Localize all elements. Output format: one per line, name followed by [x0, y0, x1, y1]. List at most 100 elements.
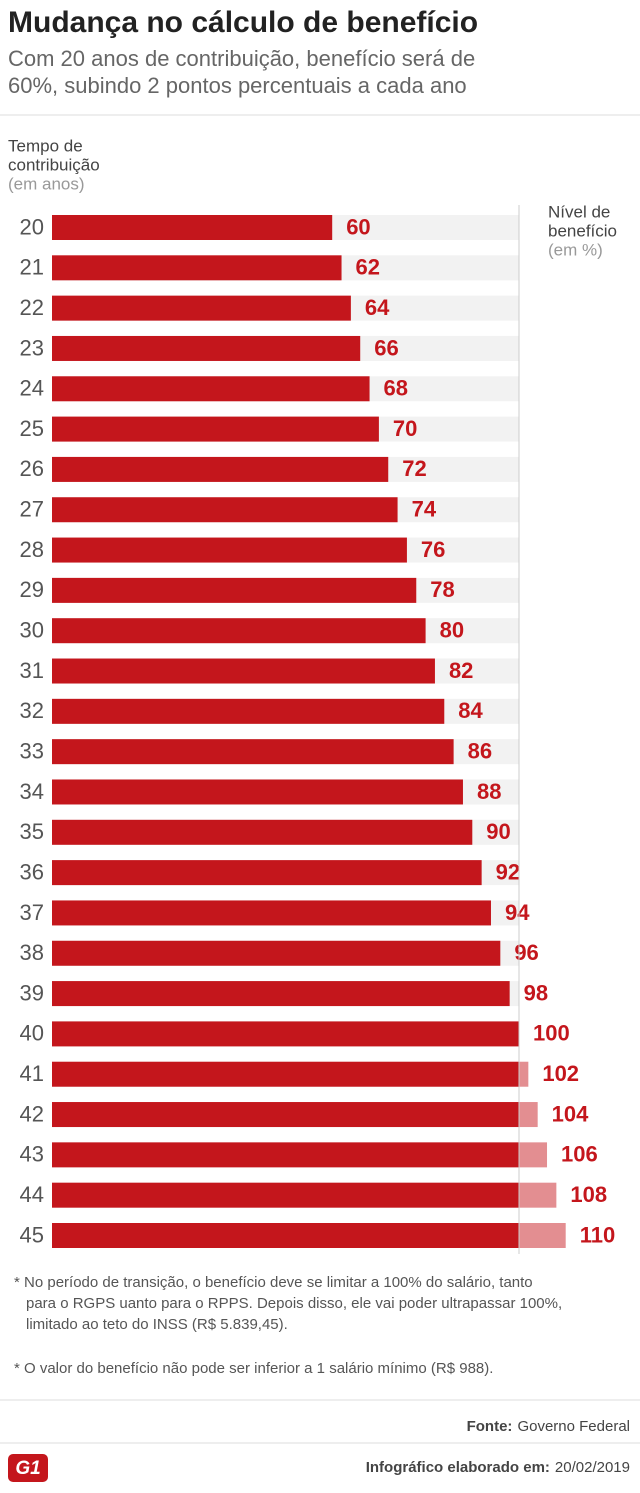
value-label: 66: [374, 335, 398, 360]
value-label: 90: [486, 819, 510, 844]
bar: [52, 1061, 519, 1087]
value-label: 74: [412, 497, 437, 522]
y-tick-label: 39: [20, 980, 44, 1005]
bar: [52, 456, 389, 482]
x-axis-unit: (em %): [548, 240, 603, 259]
bar: [52, 416, 379, 442]
y-axis-unit: (em anos): [8, 174, 85, 193]
bar: [52, 376, 370, 402]
value-label: 98: [524, 980, 548, 1005]
bar: [52, 698, 445, 724]
y-tick-label: 33: [20, 738, 44, 763]
value-label: 94: [505, 900, 530, 925]
value-label: 96: [514, 940, 538, 965]
credit-label: Infográfico elaborado em:: [366, 1459, 550, 1476]
source-label: Fonte:: [467, 1418, 513, 1435]
bar: [52, 577, 417, 603]
notes: * No período de transição, o benefício d…: [14, 1274, 562, 1377]
logo-box: [8, 1454, 48, 1482]
y-tick-label: 41: [20, 1061, 44, 1086]
y-tick-label: 30: [20, 618, 44, 643]
y-tick-label: 40: [20, 1021, 44, 1046]
value-label: 78: [430, 577, 454, 602]
y-tick-label: 22: [20, 295, 44, 320]
y-tick-label: 29: [20, 577, 44, 602]
chart-title: Mudança no cálculo de benefício: [8, 6, 478, 39]
value-label: 88: [477, 779, 501, 804]
value-label: 82: [449, 658, 473, 683]
bar: [52, 255, 342, 281]
bar: [52, 1182, 519, 1208]
y-axis-label: Tempo de: [8, 136, 83, 155]
value-label: 100: [533, 1021, 570, 1046]
bar: [52, 1223, 519, 1248]
y-tick-label: 34: [20, 779, 44, 804]
bar: [52, 215, 333, 240]
footnote: limitado ao teto do INSS (R$ 5.839,45).: [26, 1316, 288, 1333]
value-label: 92: [496, 859, 520, 884]
bar: [52, 537, 407, 563]
bar: [52, 940, 501, 966]
value-label: 106: [561, 1142, 598, 1167]
y-tick-label: 37: [20, 900, 44, 925]
bar-overflow: [519, 1061, 529, 1087]
y-tick-label: 23: [20, 335, 44, 360]
value-label: 64: [365, 295, 390, 320]
value-label: 86: [468, 738, 492, 763]
bar: [52, 860, 482, 886]
bar-overflow: [519, 1182, 557, 1208]
credit-date: 20/02/2019: [555, 1459, 630, 1476]
bar: [52, 1142, 519, 1168]
y-tick-label: 20: [20, 214, 44, 239]
y-tick-label: 24: [20, 376, 44, 401]
footnote: * No período de transição, o benefício d…: [14, 1274, 533, 1291]
bar: [52, 618, 426, 644]
value-label: 72: [402, 456, 426, 481]
source: Governo Federal: [517, 1418, 630, 1435]
value-label: 104: [552, 1101, 589, 1126]
value-label: 80: [440, 618, 464, 643]
y-tick-label: 43: [20, 1142, 44, 1167]
subtitle: Com 20 anos de contribuição, benefício s…: [8, 46, 475, 71]
y-tick-label: 44: [20, 1182, 44, 1207]
footnote: para o RGPS uanto para o RPPS. Depois di…: [26, 1295, 562, 1312]
y-tick-label: 25: [20, 416, 44, 441]
value-label: 60: [346, 214, 370, 239]
bar: [52, 295, 351, 321]
y-tick-label: 35: [20, 819, 44, 844]
value-label: 102: [542, 1061, 579, 1086]
value-label: 108: [570, 1182, 607, 1207]
y-tick-label: 42: [20, 1101, 44, 1126]
bar: [52, 739, 454, 765]
value-label: 84: [458, 698, 483, 723]
value-label: 70: [393, 416, 417, 441]
value-label: 62: [356, 255, 380, 280]
bars: 20 60 21 62 22 64 23 66 24 68 25 70 26 72 27 74 28 76 29 78…: [20, 205, 616, 1254]
bar-overflow: [519, 1223, 566, 1248]
y-tick-label: 26: [20, 456, 44, 481]
footnote: * O valor do benefício não pode ser infe…: [14, 1360, 493, 1377]
y-tick-label: 36: [20, 859, 44, 884]
y-tick-label: 32: [20, 698, 44, 723]
value-label: 68: [384, 376, 408, 401]
logo: G1: [15, 1458, 40, 1479]
bar-overflow: [519, 1102, 538, 1128]
x-axis-label: benefício: [548, 221, 617, 240]
value-label: 76: [421, 537, 445, 562]
subtitle: 60%, subindo 2 pontos percentuais a cada…: [8, 73, 467, 98]
y-tick-label: 27: [20, 497, 44, 522]
y-axis-label: contribuição: [8, 155, 100, 174]
bar: [52, 335, 361, 361]
y-tick-label: 28: [20, 537, 44, 562]
x-axis-label: Nível de: [548, 202, 610, 221]
bar: [52, 497, 398, 523]
value-label: 110: [580, 1222, 616, 1247]
bar-overflow: [519, 1142, 548, 1168]
bar: [52, 658, 435, 684]
y-tick-label: 45: [20, 1222, 44, 1247]
bar: [52, 1102, 519, 1128]
bar: [52, 900, 491, 926]
bar: [52, 1021, 519, 1047]
y-tick-label: 31: [20, 658, 44, 683]
